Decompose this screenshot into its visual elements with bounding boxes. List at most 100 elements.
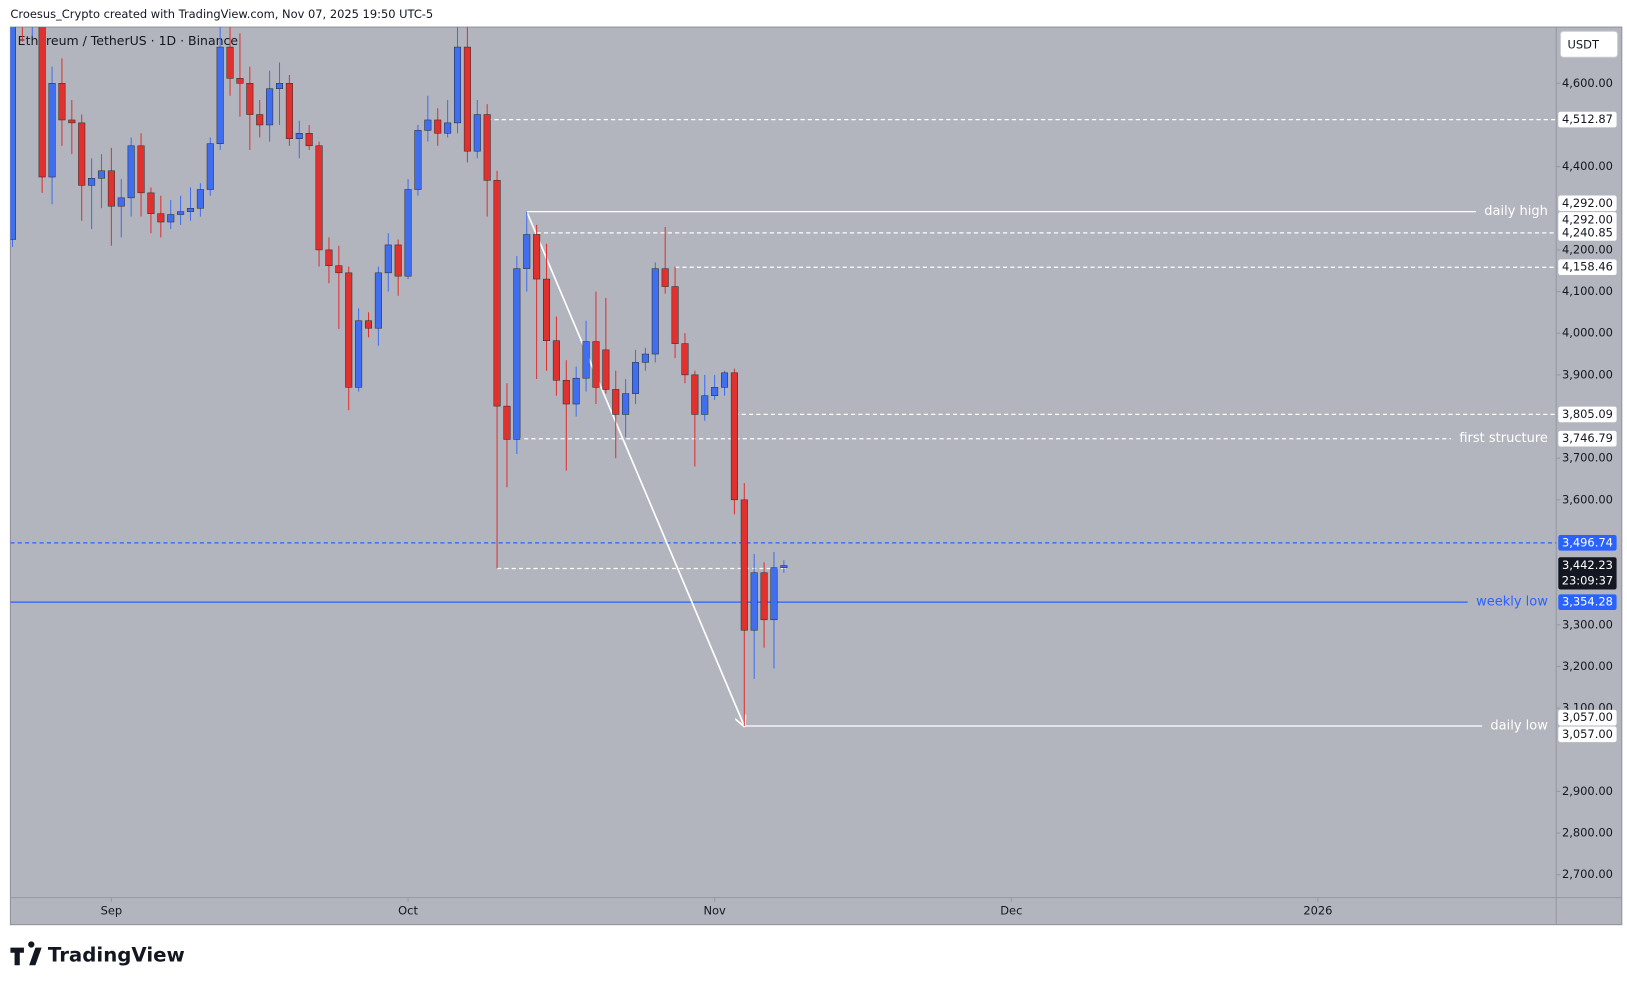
candle-body [513,268,521,440]
x-tick-label: Oct [398,904,418,918]
candle-body [216,46,224,144]
last-price-box [1558,557,1617,590]
axes: 4,600.00 4,400.00 4,200.00 4,100.00 4,000.00… [101,76,1617,918]
x-tick-label: Nov [703,904,726,918]
candle-body [325,249,333,267]
candle-body [592,341,600,388]
credit: Croesus_Crypto created with TradingView.… [10,7,433,21]
candle-body [730,372,738,501]
y-tick-label: 4,400.00 [1562,159,1613,173]
candle-body [364,320,373,329]
candle-body [651,268,659,355]
level-text: daily low [1490,719,1548,734]
candle-body [315,145,323,251]
candle-body [196,189,204,209]
candle-body [701,395,709,415]
price-label: 4,292.00 [1562,196,1613,210]
candle-body [493,180,501,407]
currency: USDT [1568,37,1600,51]
y-tick-label: 2,700.00 [1562,867,1613,881]
candle-body [384,244,392,274]
candle-body [137,145,145,194]
candle-body [503,405,511,440]
candle-body [88,178,96,186]
candle-body [186,208,195,212]
price-label-box [1558,430,1617,447]
price-label: 3,805.09 [1562,407,1613,421]
candle-body [335,265,343,274]
brand-logo [10,941,42,966]
y-tick-label: 2,900.00 [1562,784,1613,798]
y-tick-label: 3,600.00 [1562,492,1613,506]
candle-body [582,341,590,379]
candle-body [434,119,442,134]
candle-body [147,192,155,214]
level-text: daily high [1484,204,1548,219]
x-tick-label: Dec [1000,904,1022,918]
candle-body [374,272,382,329]
price-label: 4,292.00 [1562,212,1613,226]
y-tick-label: 4,000.00 [1562,326,1613,340]
price-label: 3,746.79 [1562,431,1613,445]
x-tick-label: 2026 [1303,904,1332,918]
chart-panel [9,26,1623,926]
candle-body [226,46,234,79]
candle-body [236,78,244,84]
candle-body [404,189,412,277]
candle-body [414,130,422,190]
candle-body [770,567,778,621]
currency-box[interactable] [1559,30,1619,58]
candle-body [48,83,56,178]
y-tick-label: 4,600.00 [1562,76,1613,90]
candle-body [107,170,115,207]
symbol-title: Ethereum / TetherUS · 1D · Binance [18,33,239,48]
price-label-box [1558,195,1617,212]
price-label-box [1558,726,1617,743]
candle-body [631,362,640,394]
y-tick-label: 3,900.00 [1562,367,1613,381]
candle-body [157,213,165,223]
countdown: 23:09:37 [1562,574,1613,588]
candle-body [602,349,610,390]
candle-body [167,214,175,223]
candle-body [177,211,185,215]
candle-body [453,46,462,124]
price-label: 3,496.74 [1562,535,1613,549]
price-label: 4,512.87 [1562,112,1613,126]
level-text: weekly low [1476,595,1548,610]
y-tick-label: 3,200.00 [1562,659,1613,673]
plot: daily high first structure weekly low daily… [10,27,1557,734]
candle-body [295,133,303,139]
candle-body [552,340,560,381]
candle-body [127,145,135,199]
price-label: 4,158.46 [1562,260,1613,274]
candle-body [246,83,254,115]
candle-body [394,244,402,277]
price-label-box [1558,111,1617,128]
candle-body [10,27,17,240]
y-tick-label: 4,200.00 [1562,242,1613,256]
candle-body [483,114,491,181]
candle-body [463,46,471,152]
level-text: first structure [1459,431,1548,446]
brand: TradingView [48,943,185,966]
candle-body [266,88,274,126]
last-price: 3,442.23 [1562,558,1613,572]
candle-body [562,380,570,405]
candle-body [206,143,214,190]
candle-body [355,320,363,388]
candle-body [641,353,649,363]
candle-body [622,393,630,415]
candle-body [750,572,758,631]
candle-body [720,372,729,388]
candle-body [256,114,264,126]
price-label-box [1558,709,1617,726]
candle-body [78,122,86,186]
candle-body [38,27,46,178]
price-label: 4,240.85 [1562,225,1613,239]
candle-body [671,286,679,344]
candle-body [533,234,541,280]
price-label: 3,354.28 [1562,595,1613,609]
candle-body [681,343,689,376]
